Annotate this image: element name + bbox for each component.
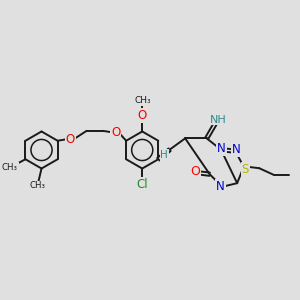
- Text: NH: NH: [210, 115, 227, 124]
- Text: CH₃: CH₃: [135, 97, 152, 106]
- Text: N: N: [217, 142, 226, 155]
- Text: N: N: [232, 143, 240, 156]
- Text: O: O: [138, 110, 147, 122]
- Text: H: H: [160, 150, 168, 160]
- Text: S: S: [242, 163, 249, 176]
- Text: O: O: [190, 165, 200, 178]
- Text: CH₃: CH₃: [30, 182, 46, 190]
- Text: N: N: [216, 180, 225, 193]
- Text: O: O: [65, 133, 75, 146]
- Text: Cl: Cl: [136, 178, 148, 191]
- Text: CH₃: CH₃: [2, 163, 18, 172]
- Text: O: O: [111, 126, 120, 139]
